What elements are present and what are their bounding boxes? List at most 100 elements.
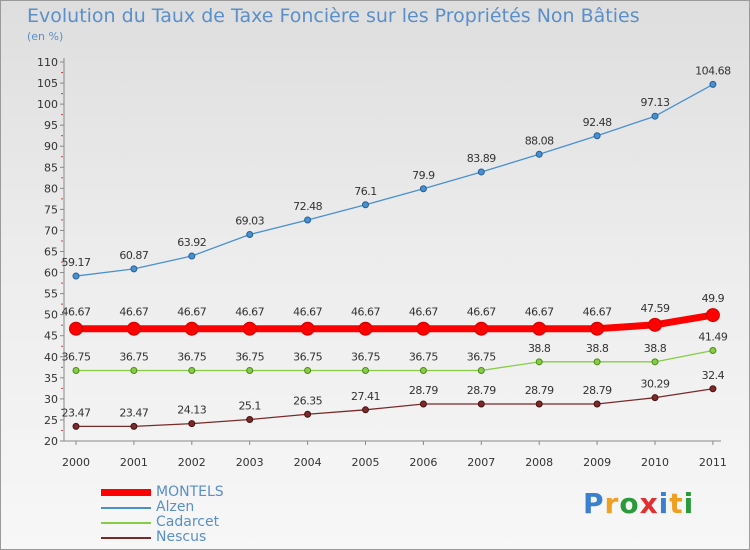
data-label-cadarcet: 38.8 [586, 342, 609, 355]
data-label-montels: 46.67 [409, 306, 438, 319]
data-label-alzen: 63.92 [177, 236, 206, 249]
y-tick-label: 85 [44, 161, 58, 174]
data-point-alzen [419, 185, 427, 193]
legend-swatch-nescus [101, 536, 151, 539]
x-tick-label: 2008 [525, 456, 553, 469]
series-line-montels [72, 311, 717, 333]
y-tick-label: 100 [37, 98, 58, 111]
data-label-cadarcet: 36.75 [409, 350, 438, 363]
data-point-cadarcet [419, 366, 427, 374]
data-label-nescus: 28.79 [525, 384, 554, 397]
data-point-nescus [362, 406, 369, 414]
data-label-nescus: 26.35 [293, 394, 322, 407]
data-label-montels: 47.59 [641, 302, 670, 315]
chart-title: Evolution du Taux de Taxe Foncière sur l… [27, 5, 640, 27]
data-label-nescus: 24.13 [177, 404, 206, 417]
legend-label-nescus: Nescus [156, 529, 207, 545]
data-point-nescus [72, 422, 80, 430]
data-label-nescus: 23.47 [119, 406, 148, 419]
data-point-nescus [130, 422, 138, 430]
y-tick-label: 75 [44, 203, 58, 216]
data-point-cadarcet [188, 366, 196, 374]
legend-item-montels: MONTELS [101, 485, 301, 500]
data-label-montels: 46.67 [583, 306, 612, 319]
data-label-alzen: 92.48 [583, 116, 612, 129]
data-point-cadarcet [709, 347, 717, 355]
y-tick-label: 25 [44, 414, 58, 427]
legend-item-nescus: Nescus [101, 530, 301, 545]
data-label-montels: 46.67 [62, 306, 91, 319]
data-label-nescus: 30.29 [641, 378, 670, 391]
data-label-alzen: 88.08 [525, 134, 554, 147]
data-label-nescus: 28.79 [409, 384, 438, 397]
data-label-cadarcet: 36.75 [467, 350, 496, 363]
logo-letter: i [683, 487, 695, 520]
data-point-montels [416, 321, 431, 336]
data-label-nescus: 23.47 [62, 406, 91, 419]
y-tick-label: 110 [37, 56, 58, 69]
data-label-nescus: 32.4 [702, 369, 725, 382]
data-point-cadarcet [477, 366, 485, 374]
data-point-cadarcet [362, 366, 369, 374]
data-label-alzen: 97.13 [641, 96, 670, 109]
data-point-cadarcet [304, 366, 312, 374]
data-point-alzen [709, 80, 717, 88]
logo-letter: i [658, 487, 670, 520]
y-tick-label: 65 [44, 246, 58, 259]
x-tick-label: 2002 [178, 456, 206, 469]
data-point-alzen [188, 252, 196, 260]
y-tick-label: 45 [44, 330, 58, 343]
data-label-cadarcet: 36.75 [351, 350, 380, 363]
data-point-cadarcet [535, 358, 543, 366]
logo-letter: o [619, 487, 640, 520]
x-tick-label: 2010 [641, 456, 669, 469]
data-point-nescus [246, 416, 254, 424]
x-tick-label: 2005 [352, 456, 380, 469]
series-line-cadarcet [75, 349, 714, 372]
series-line-nescus [75, 388, 714, 428]
logo-letter: x [639, 487, 659, 520]
legend-swatch-montels [101, 489, 151, 496]
data-label-montels: 46.67 [293, 306, 322, 319]
data-label-montels: 46.67 [119, 306, 148, 319]
y-tick-label: 30 [44, 393, 58, 406]
data-point-cadarcet [130, 366, 138, 374]
data-point-alzen [477, 168, 485, 176]
data-label-alzen: 79.9 [412, 169, 435, 182]
y-tick-label: 70 [44, 224, 58, 237]
series-line-alzen [75, 83, 714, 277]
data-point-alzen [535, 150, 543, 158]
y-tick-label: 95 [44, 119, 58, 132]
data-label-cadarcet: 36.75 [293, 350, 322, 363]
data-point-nescus [535, 400, 543, 408]
x-tick-label: 2011 [699, 456, 727, 469]
y-tick-label: 20 [44, 435, 58, 448]
data-point-montels [242, 321, 257, 336]
data-label-nescus: 28.79 [583, 384, 612, 397]
legend-label-cadarcet: Cadarcet [156, 514, 220, 530]
data-point-montels [590, 321, 605, 336]
y-unit-label: (en %) [27, 30, 64, 43]
data-point-cadarcet [72, 366, 80, 374]
data-label-nescus: 25.1 [238, 400, 261, 413]
logo-letter: t [669, 487, 684, 520]
data-point-alzen [651, 112, 659, 120]
data-label-alzen: 83.89 [467, 152, 496, 165]
data-point-nescus [188, 420, 196, 428]
data-point-montels [648, 317, 662, 332]
data-point-montels [184, 321, 199, 336]
data-label-montels: 46.67 [467, 306, 496, 319]
data-label-cadarcet: 38.8 [644, 342, 667, 355]
data-point-alzen [72, 272, 80, 280]
data-point-nescus [709, 385, 717, 393]
data-label-cadarcet: 41.49 [698, 331, 727, 344]
y-tick-label: 35 [44, 372, 58, 385]
legend-swatch-alzen [101, 506, 151, 509]
data-point-alzen [362, 201, 369, 209]
y-tick-label: 40 [44, 351, 58, 364]
data-label-nescus: 27.41 [351, 390, 380, 403]
x-tick-label: 2004 [294, 456, 322, 469]
logo-letter: r [604, 487, 620, 520]
